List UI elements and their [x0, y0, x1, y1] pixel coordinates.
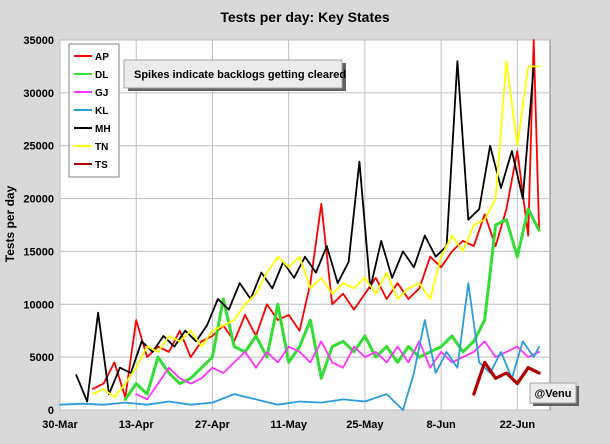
x-tick-label: 13-Apr: [119, 419, 155, 431]
y-tick-label: 20000: [23, 194, 54, 206]
series-line-tn: [91, 60, 540, 399]
series-lines: [59, 39, 541, 411]
x-tick-label: 30-Mar: [42, 419, 78, 431]
series-line-ap: [91, 39, 540, 399]
x-tick-label: 25-May: [346, 419, 384, 431]
x-tick-label: 27-Apr: [195, 419, 231, 431]
annotation-box: [123, 59, 343, 89]
y-tick-label: 5000: [30, 352, 54, 364]
axis-ticks: 0 5000 10000 15000 20000 25000 30000 35000 30-Ma…: [23, 35, 535, 431]
legend-label-tn: TN: [95, 142, 108, 153]
x-tick-label: 11-May: [270, 419, 308, 431]
y-tick-label: 25000: [23, 141, 54, 153]
annotation-text: Spikes indicate backlogs getting cleared: [134, 69, 346, 81]
annotation-callout: Spikes indicate backlogs getting cleared: [123, 59, 346, 91]
chart-title: Tests per day: Key States: [220, 9, 390, 25]
y-tick-label: 0: [48, 405, 54, 417]
series-line-kl: [59, 282, 540, 411]
y-axis-label: Tests per day: [3, 185, 17, 262]
legend-label-ap: AP: [95, 52, 109, 63]
series-line-ts: [472, 360, 541, 396]
x-tick-label: 22-Jun: [500, 419, 536, 431]
credit-text: @Venu: [534, 388, 571, 400]
credit-box: [529, 382, 577, 404]
plot-area: [59, 39, 551, 411]
y-tick-label: 10000: [23, 299, 54, 311]
legend: AP DL GJ KL MH TN TS: [68, 43, 120, 178]
legend-label-dl: DL: [95, 70, 108, 81]
legend-label-ts: TS: [95, 160, 108, 171]
y-tick-label: 30000: [23, 88, 54, 100]
credit-label: @Venu: [529, 382, 579, 406]
y-tick-label: 15000: [23, 246, 54, 258]
legend-label-mh: MH: [95, 124, 111, 135]
x-tick-label: 8-Jun: [426, 419, 456, 431]
legend-label-kl: KL: [95, 106, 108, 117]
series-line-dl: [123, 207, 541, 401]
legend-label-gj: GJ: [95, 88, 108, 99]
series-line-gj: [135, 340, 540, 401]
y-tick-label: 35000: [23, 35, 54, 47]
legend-items: AP DL GJ KL MH TN TS: [74, 52, 111, 171]
series-line-mh: [75, 60, 535, 403]
